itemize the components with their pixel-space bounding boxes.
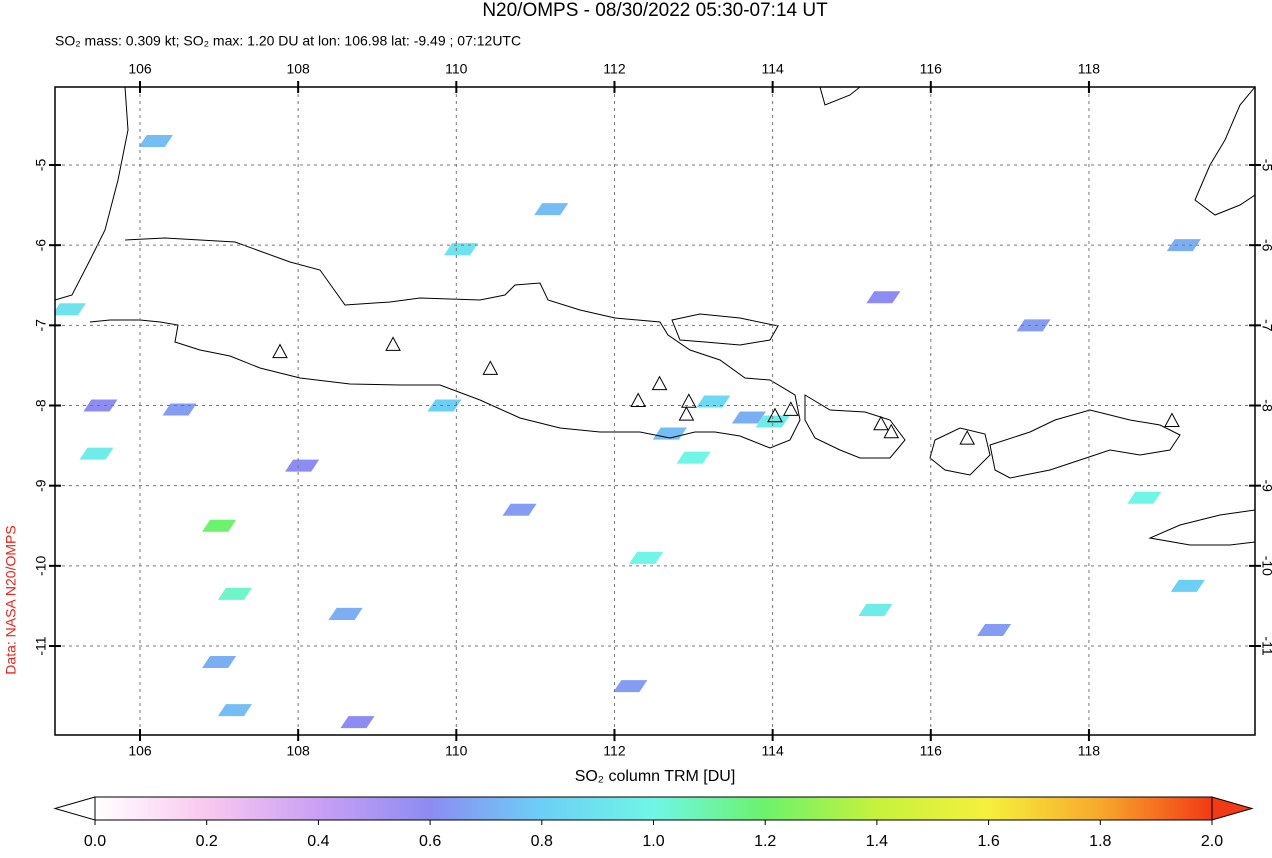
volcano bbox=[651, 375, 668, 391]
x-tick-label: 106 bbox=[128, 61, 152, 77]
volcano bbox=[385, 336, 401, 351]
x-tick-label: 116 bbox=[920, 743, 943, 759]
colorbar bbox=[94, 796, 1213, 821]
subtitle: SO₂ mass: 0.309 kt; SO₂ max: 1.20 DU at … bbox=[55, 33, 521, 49]
so2-pixel bbox=[138, 134, 173, 147]
so2-pixel bbox=[731, 411, 766, 424]
colorbar-under bbox=[53, 796, 96, 821]
x-tick-label: 114 bbox=[761, 743, 784, 759]
map-area bbox=[55, 87, 1255, 735]
y-tick-label: -9 bbox=[1259, 479, 1272, 492]
so2-pixel bbox=[217, 587, 252, 600]
y-tick-label: -8 bbox=[33, 399, 49, 412]
title: N20/OMPS - 08/30/2022 05:30-07:14 UT bbox=[482, 0, 828, 21]
so2-pixel bbox=[629, 551, 664, 564]
volcano bbox=[883, 423, 900, 439]
so2-pixel bbox=[613, 680, 648, 693]
y-tick-label: -9 bbox=[33, 479, 49, 492]
volcano bbox=[767, 407, 783, 423]
colorbar-tick-label: 1.0 bbox=[642, 833, 664, 850]
x-tick-label: 108 bbox=[286, 61, 310, 77]
x-tick-label: 114 bbox=[761, 61, 784, 77]
so2-pixel bbox=[1127, 491, 1162, 504]
colorbar-tick-label: 0.2 bbox=[196, 833, 218, 850]
so2-pixel bbox=[696, 395, 731, 408]
volcano bbox=[782, 401, 799, 416]
x-tick-label: 118 bbox=[1078, 743, 1101, 759]
volcano bbox=[482, 360, 499, 375]
so2-pixel bbox=[676, 451, 711, 464]
so2-pixel bbox=[444, 243, 479, 256]
y-tick-label: -10 bbox=[33, 556, 49, 576]
so2-pixel bbox=[1170, 579, 1205, 592]
colorbar-tick-label: 0.4 bbox=[307, 833, 329, 850]
so2-pixel bbox=[328, 607, 363, 620]
so2-pixel bbox=[534, 203, 569, 216]
x-tick-label: 110 bbox=[445, 743, 468, 759]
y-tick-label: -5 bbox=[33, 159, 49, 172]
so2-pixel bbox=[976, 623, 1012, 636]
so2-pixel bbox=[858, 603, 893, 616]
volcano bbox=[1164, 412, 1180, 428]
volcano bbox=[959, 430, 975, 445]
so2-pixel bbox=[202, 519, 237, 532]
so2-pixel bbox=[427, 399, 462, 412]
colorbar-tick-label: 1.6 bbox=[977, 833, 999, 850]
volcano bbox=[680, 393, 697, 408]
so2-pixel bbox=[202, 656, 237, 669]
coastline bbox=[55, 87, 1255, 546]
x-tick-label: 108 bbox=[286, 743, 310, 759]
colorbar-tick-label: 0.8 bbox=[531, 833, 553, 850]
so2-pixel bbox=[217, 704, 252, 717]
y-tick-label: -7 bbox=[1259, 319, 1272, 332]
so2-pixel bbox=[162, 403, 197, 416]
so2-pixel bbox=[1016, 319, 1051, 332]
volcano bbox=[272, 343, 288, 359]
y-tick-label: -10 bbox=[1259, 556, 1272, 576]
colorbar-tick-label: 0.6 bbox=[419, 833, 441, 850]
y-tick-label: -6 bbox=[1259, 239, 1272, 252]
colorbar-tick-label: 0.0 bbox=[84, 833, 106, 850]
colorbar-tick-label: 2.0 bbox=[1201, 833, 1223, 850]
x-tick-label: 116 bbox=[920, 61, 943, 77]
colorbar-tick-label: 1.2 bbox=[754, 833, 776, 850]
so2-pixel bbox=[502, 503, 537, 516]
y-tick-label: -5 bbox=[1259, 159, 1272, 172]
volcano bbox=[873, 415, 889, 431]
y-tick-label: -8 bbox=[1259, 399, 1272, 412]
y-tick-label: -11 bbox=[33, 636, 49, 655]
colorbar-tick-label: 1.8 bbox=[1089, 833, 1111, 850]
so2-pixel bbox=[340, 716, 375, 729]
so2-pixel bbox=[55, 303, 86, 316]
y-tick-label: -7 bbox=[33, 319, 49, 332]
so2-pixel bbox=[79, 447, 114, 460]
y-tick-label: -6 bbox=[33, 239, 49, 252]
volcano bbox=[678, 406, 695, 421]
so2-pixel bbox=[83, 399, 118, 412]
map-frame bbox=[54, 86, 1256, 736]
x-tick-label: 112 bbox=[603, 743, 626, 759]
colorbar-tick-label: 1.4 bbox=[866, 833, 888, 850]
so2-pixel bbox=[866, 291, 901, 304]
x-tick-label: 112 bbox=[603, 61, 626, 77]
credit: Data: NASA N20/OMPS bbox=[3, 525, 19, 674]
colorbar-label: SO₂ column TRM [DU] bbox=[575, 768, 736, 785]
x-tick-label: 110 bbox=[445, 61, 468, 77]
colorbar-over bbox=[1211, 796, 1254, 821]
x-tick-label: 106 bbox=[128, 743, 152, 759]
x-tick-label: 118 bbox=[1078, 61, 1101, 77]
y-tick-label: -11 bbox=[1259, 636, 1272, 655]
volcano bbox=[630, 392, 647, 408]
so2-pixel bbox=[285, 459, 320, 472]
